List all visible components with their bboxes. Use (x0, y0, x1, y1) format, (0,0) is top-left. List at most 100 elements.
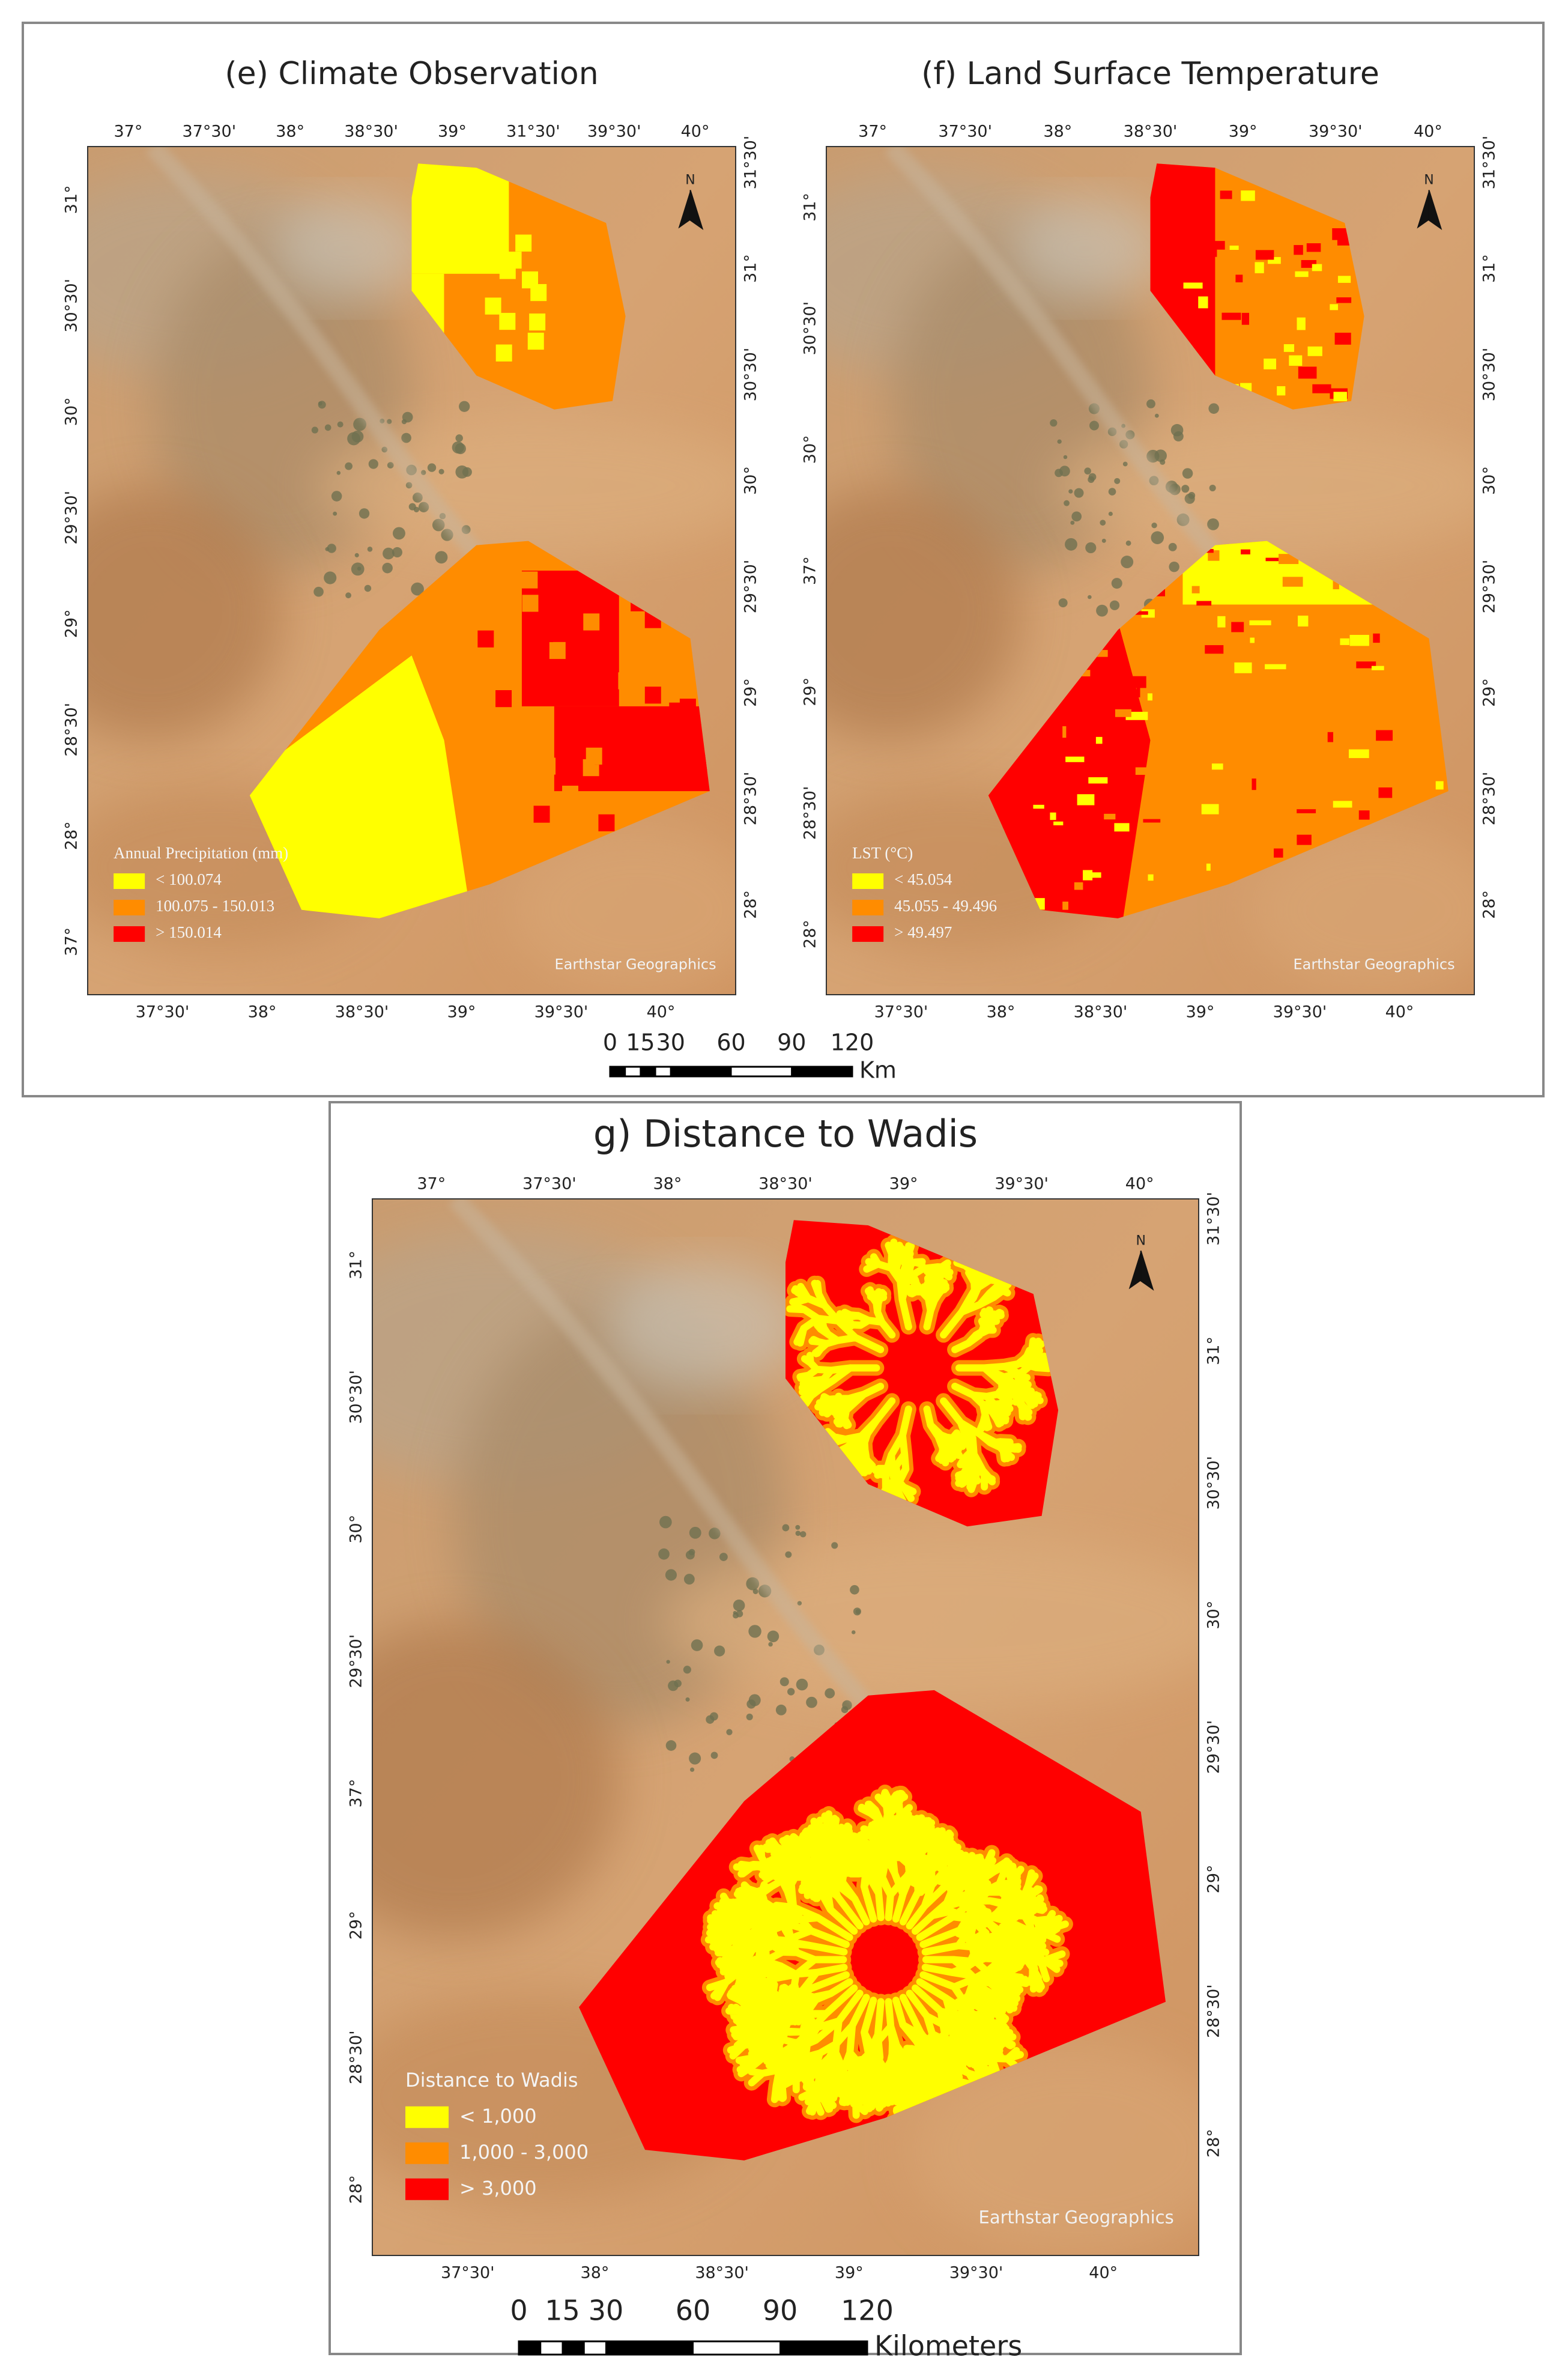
terrain (909, 2044, 1199, 2255)
farm (1154, 413, 1159, 418)
right-label: 29°30' (742, 560, 760, 614)
farm (383, 547, 395, 560)
right-label: 28°30' (1205, 1984, 1223, 2038)
farm (795, 1524, 801, 1530)
bottom-label: 38°30' (695, 2264, 749, 2282)
class-cell (1318, 686, 1330, 696)
right-label: 30°30' (1480, 348, 1499, 402)
farm (689, 1767, 695, 1772)
scale-outline (518, 2340, 868, 2356)
farm (333, 511, 338, 516)
bottom-label: 37°30' (874, 1003, 928, 1022)
class-cell (562, 786, 579, 803)
farm (337, 421, 344, 428)
farm (1063, 455, 1068, 460)
left-label: 29° (347, 1911, 366, 1940)
scale-tick: 15 (626, 1030, 655, 1056)
class-cell (644, 687, 661, 704)
class-cell (1297, 809, 1316, 813)
panel-title: g) Distance to Wadis (593, 1112, 978, 1156)
attribution: Earthstar Geographics (979, 2207, 1174, 2227)
top-label: 39° (438, 123, 467, 141)
right-label: 31° (1205, 1336, 1223, 1365)
farm (668, 1680, 679, 1691)
farm (1146, 399, 1155, 408)
left-label: 29° (62, 609, 81, 638)
bottom-label: 39°30' (949, 2264, 1003, 2282)
class-cell (1297, 834, 1312, 845)
class-cell (411, 163, 509, 274)
left-label: 37° (801, 556, 820, 585)
farm (324, 571, 337, 584)
farm (324, 424, 331, 431)
farm (665, 1569, 677, 1581)
top-label: 38°30' (758, 1175, 813, 1194)
class-cell (1196, 601, 1212, 606)
scale-seg (791, 1066, 853, 1077)
north-arrow (1417, 190, 1429, 229)
class-cell (1189, 270, 1206, 278)
class-cell (1268, 256, 1281, 264)
legend-swatch (114, 873, 145, 890)
legend-title: LST (°C) (852, 844, 913, 862)
farm (1169, 561, 1179, 572)
class-cell (1229, 245, 1239, 250)
legend-label: < 100.074 (156, 870, 222, 888)
farm (779, 1677, 789, 1687)
farm (401, 432, 411, 443)
terrain (1247, 825, 1474, 995)
farm (1111, 578, 1122, 589)
farm (1207, 518, 1219, 530)
scale-unit: Kilometers (874, 2330, 1022, 2362)
left-label: 37° (347, 1779, 366, 1808)
farm (795, 1530, 801, 1536)
class-cell (1283, 344, 1295, 352)
class-cell (1147, 693, 1152, 701)
class-cell (1307, 780, 1327, 790)
farm (1074, 488, 1084, 498)
scale-seg (583, 2341, 607, 2355)
left-label: 28°30' (801, 786, 820, 840)
farm (368, 459, 378, 469)
right-label: 28°30' (742, 772, 760, 826)
class-cell (1312, 384, 1331, 393)
scale-unit: Km (859, 1057, 897, 1084)
map-border (87, 146, 736, 995)
scale-tick: 60 (716, 1030, 745, 1056)
farm (691, 1639, 703, 1651)
farm (767, 1630, 779, 1643)
top-label: 37° (858, 123, 887, 141)
farm (1088, 595, 1092, 599)
farm (1151, 531, 1164, 544)
north-arrow (1428, 190, 1442, 230)
class-cell (1050, 812, 1056, 820)
class-cell (586, 747, 602, 765)
class-cell (537, 625, 553, 643)
class-cell (1282, 577, 1303, 587)
class-cell (1353, 712, 1368, 718)
class-cell (1435, 781, 1444, 790)
class-cell (1231, 622, 1244, 632)
bottom-label: 39° (1186, 1003, 1215, 1022)
bottom-label: 39° (447, 1003, 476, 1022)
top-label: 31°30' (506, 123, 560, 141)
legend-label: > 3,000 (459, 2177, 537, 2200)
class-cell (1146, 721, 1155, 726)
farm (438, 469, 444, 475)
farm (462, 467, 472, 477)
bottom-label: 39°30' (534, 1003, 589, 1022)
class-cell (1330, 304, 1338, 311)
valley (885, 147, 1222, 560)
class-cell (1333, 578, 1339, 590)
class-cell (1420, 647, 1426, 658)
class-cell (532, 774, 549, 791)
farm (1058, 598, 1068, 608)
terrain (509, 825, 736, 995)
farm (1181, 485, 1190, 493)
farm (1070, 520, 1075, 525)
farm (688, 1548, 695, 1556)
farm (689, 1752, 701, 1765)
attribution: Earthstar Geographics (1293, 956, 1454, 973)
